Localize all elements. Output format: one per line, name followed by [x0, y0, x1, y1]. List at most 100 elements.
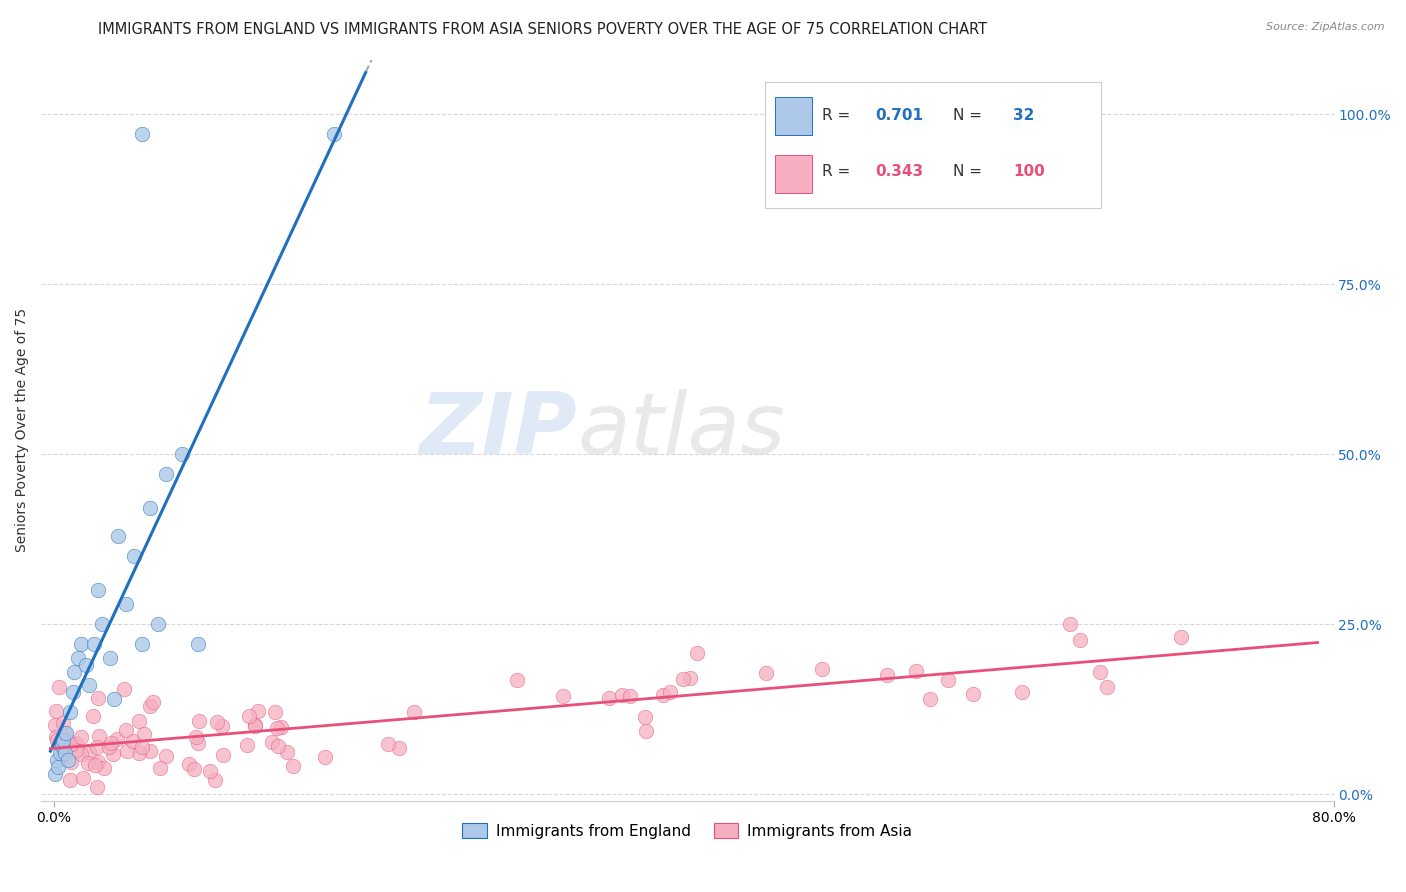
- Point: [188, 714, 211, 729]
- Point: [198, 764, 221, 779]
- Point: [281, 759, 304, 773]
- Point: [598, 690, 620, 705]
- Point: [53, 726, 76, 740]
- Point: [66, 651, 89, 665]
- Point: [44, 766, 66, 780]
- Point: [263, 705, 285, 719]
- Point: [107, 529, 129, 543]
- Point: [755, 666, 778, 681]
- Point: [69, 747, 91, 761]
- Text: IMMIGRANTS FROM ENGLAND VS IMMIGRANTS FROM ASIA SENIORS POVERTY OVER THE AGE OF : IMMIGRANTS FROM ENGLAND VS IMMIGRANTS FR…: [98, 22, 987, 37]
- Point: [260, 735, 283, 749]
- Point: [45, 753, 67, 767]
- Legend: Immigrants from England, Immigrants from Asia: Immigrants from England, Immigrants from…: [456, 817, 918, 845]
- Point: [101, 747, 124, 761]
- Point: [98, 651, 121, 665]
- Point: [1011, 685, 1033, 699]
- Point: [77, 678, 100, 692]
- Point: [86, 739, 108, 754]
- Point: [87, 729, 110, 743]
- Point: [659, 685, 682, 699]
- Point: [619, 689, 641, 703]
- Point: [117, 744, 139, 758]
- Point: [918, 691, 941, 706]
- Point: [245, 718, 267, 732]
- Point: [51, 731, 73, 745]
- Point: [114, 597, 136, 611]
- Point: [49, 732, 72, 747]
- Point: [322, 128, 344, 142]
- Point: [1059, 616, 1081, 631]
- Point: [100, 736, 122, 750]
- Point: [270, 720, 292, 734]
- Text: Source: ZipAtlas.com: Source: ZipAtlas.com: [1267, 22, 1385, 32]
- Point: [48, 681, 70, 695]
- Point: [52, 715, 75, 730]
- Point: [75, 657, 97, 672]
- Point: [86, 780, 108, 795]
- Point: [146, 617, 169, 632]
- Point: [65, 743, 87, 757]
- Point: [128, 746, 150, 760]
- Point: [212, 748, 235, 763]
- Point: [671, 672, 693, 686]
- Point: [97, 739, 120, 754]
- Point: [139, 744, 162, 758]
- Point: [105, 732, 128, 747]
- Point: [155, 749, 177, 764]
- Point: [876, 667, 898, 681]
- Text: atlas: atlas: [578, 389, 786, 472]
- Point: [634, 710, 657, 724]
- Point: [112, 681, 135, 696]
- Point: [63, 665, 86, 679]
- Point: [93, 761, 115, 775]
- Point: [634, 723, 657, 738]
- Point: [187, 637, 209, 651]
- Point: [610, 688, 633, 702]
- Point: [56, 753, 79, 767]
- Point: [236, 738, 259, 752]
- Point: [45, 730, 67, 744]
- Point: [139, 698, 162, 713]
- Point: [45, 704, 67, 718]
- Point: [48, 760, 70, 774]
- Point: [59, 772, 82, 787]
- Point: [52, 736, 75, 750]
- Point: [87, 691, 110, 706]
- Point: [204, 772, 226, 787]
- Point: [53, 746, 76, 760]
- Point: [936, 673, 959, 687]
- Point: [551, 690, 574, 704]
- Point: [1095, 680, 1118, 694]
- Point: [142, 695, 165, 709]
- Point: [70, 730, 93, 744]
- Point: [60, 755, 83, 769]
- Point: [246, 705, 269, 719]
- Point: [149, 761, 172, 775]
- Point: [183, 762, 205, 776]
- Point: [82, 709, 104, 723]
- Point: [72, 771, 94, 785]
- Point: [45, 733, 67, 747]
- Point: [131, 637, 153, 651]
- Text: ZIP: ZIP: [419, 389, 578, 472]
- Point: [506, 673, 529, 687]
- Point: [211, 719, 233, 733]
- Point: [103, 691, 125, 706]
- Point: [115, 723, 138, 737]
- Point: [90, 617, 112, 632]
- Point: [186, 731, 208, 745]
- Point: [51, 744, 73, 758]
- Point: [84, 758, 107, 772]
- Point: [83, 637, 105, 651]
- Point: [59, 738, 82, 752]
- Point: [65, 736, 87, 750]
- Point: [51, 739, 73, 754]
- Point: [651, 689, 673, 703]
- Point: [77, 756, 100, 770]
- Point: [187, 735, 209, 749]
- Point: [132, 727, 155, 741]
- Point: [205, 714, 228, 729]
- Point: [238, 709, 260, 723]
- Point: [170, 447, 193, 461]
